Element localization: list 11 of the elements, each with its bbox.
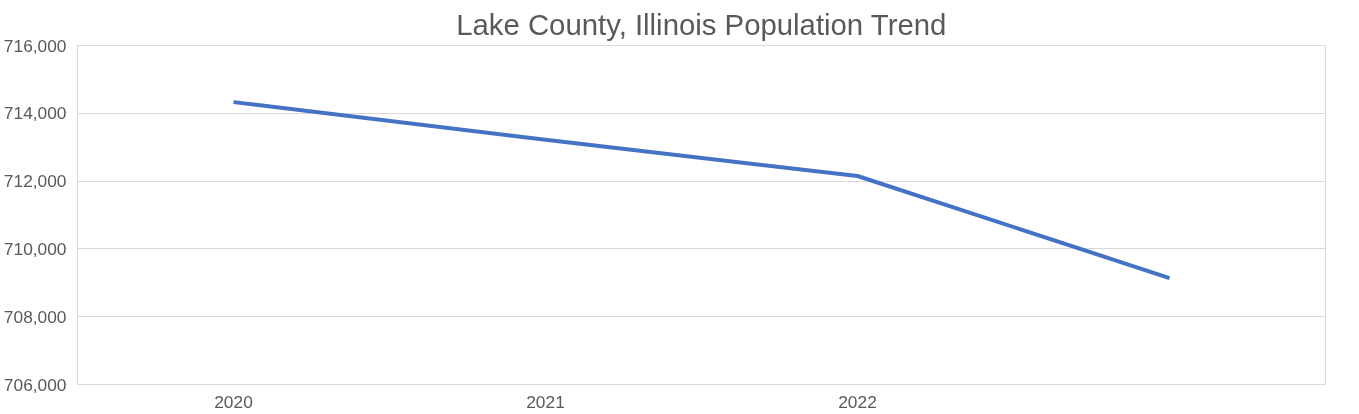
y-tick-label: 712,000 bbox=[3, 171, 67, 192]
y-tick-label: 716,000 bbox=[3, 35, 67, 56]
line-series bbox=[231, 100, 1172, 281]
y-tick-label: 708,000 bbox=[3, 306, 67, 327]
x-tick-label: 2022 bbox=[838, 391, 877, 412]
x-tick-label: 2021 bbox=[526, 391, 565, 412]
y-tick-label: 714,000 bbox=[3, 103, 67, 124]
chart-title: Lake County, Illinois Population Trend bbox=[456, 7, 947, 41]
x-tick-label: 2020 bbox=[214, 391, 253, 412]
y-tick-label: 706,000 bbox=[3, 374, 67, 395]
y-tick-label: 710,000 bbox=[3, 238, 67, 259]
